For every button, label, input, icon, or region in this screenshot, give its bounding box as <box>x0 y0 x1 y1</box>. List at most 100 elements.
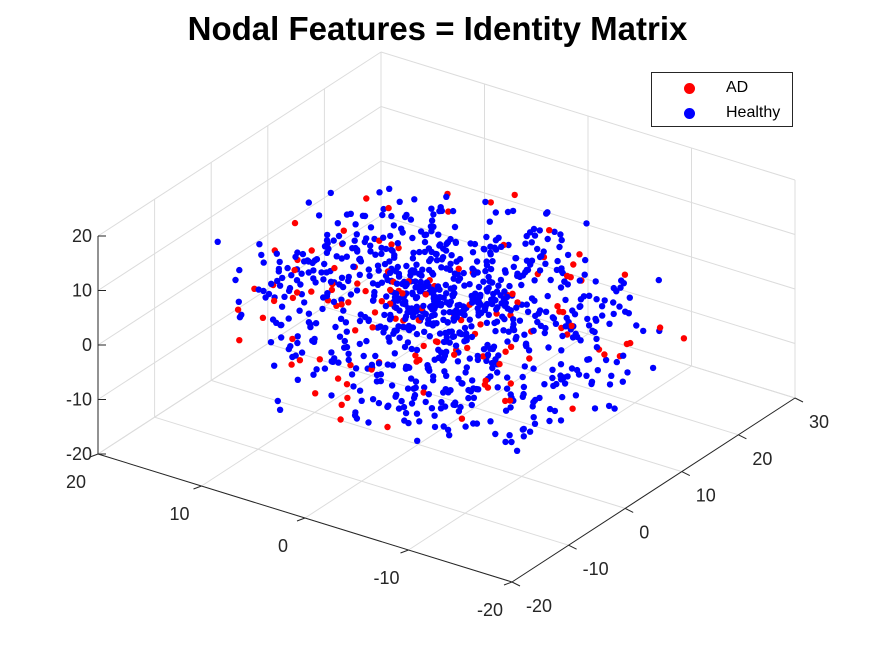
ad-point <box>420 389 427 396</box>
healthy-point <box>407 216 415 223</box>
healthy-point <box>581 271 588 278</box>
grid-line <box>380 51 796 181</box>
healthy-point <box>535 310 542 317</box>
healthy-point <box>296 307 303 314</box>
healthy-point <box>377 377 384 385</box>
healthy-point <box>462 369 469 376</box>
healthy-point <box>558 236 565 244</box>
healthy-point <box>523 301 530 308</box>
x-tick <box>296 517 306 522</box>
healthy-point <box>294 249 301 256</box>
healthy-point <box>474 305 481 312</box>
healthy-point <box>413 330 421 338</box>
healthy-point <box>421 328 428 335</box>
ad-point <box>601 351 608 358</box>
ad-point <box>556 308 563 315</box>
healthy-point <box>343 211 351 218</box>
healthy-point <box>276 406 284 413</box>
ad-point <box>621 271 629 278</box>
healthy-point <box>475 283 483 291</box>
legend-item-ad[interactable]: AD <box>652 77 792 99</box>
healthy-point <box>441 403 449 410</box>
ad-point <box>270 297 278 305</box>
ad-point <box>288 361 295 368</box>
ad-point <box>680 335 688 342</box>
healthy-point <box>267 339 275 346</box>
healthy-point <box>449 291 456 299</box>
healthy-point <box>416 288 424 295</box>
healthy-point <box>324 231 331 239</box>
healthy-point <box>338 255 345 262</box>
ad-point <box>514 299 521 306</box>
healthy-point <box>504 208 512 216</box>
healthy-point <box>510 326 518 334</box>
healthy-point <box>451 401 459 409</box>
ad-point <box>334 375 342 382</box>
grid-line <box>97 160 382 346</box>
healthy-point <box>483 262 491 269</box>
ad-point <box>378 298 385 305</box>
healthy-point <box>512 255 519 262</box>
legend-item-healthy[interactable]: Healthy <box>652 102 792 124</box>
healthy-point <box>487 345 494 352</box>
healthy-point <box>428 405 436 412</box>
healthy-point <box>274 397 281 405</box>
ad-point <box>420 342 427 350</box>
healthy-point <box>497 292 504 299</box>
ad-point <box>563 272 571 280</box>
healthy-point <box>450 333 458 340</box>
healthy-point <box>558 347 565 354</box>
healthy-point <box>502 438 509 446</box>
healthy-point <box>312 320 320 327</box>
healthy-point <box>328 349 335 356</box>
healthy-point <box>564 281 571 288</box>
ad-point <box>343 381 351 388</box>
healthy-point <box>500 327 507 334</box>
healthy-point <box>400 324 408 331</box>
healthy-point <box>321 365 329 372</box>
healthy-point <box>371 292 378 299</box>
healthy-point <box>343 253 350 260</box>
healthy-point <box>454 358 462 365</box>
healthy-point <box>510 321 517 328</box>
healthy-point <box>468 323 475 330</box>
healthy-point <box>363 337 370 345</box>
healthy-point <box>492 297 499 304</box>
healthy-point <box>518 281 525 289</box>
healthy-point <box>285 315 292 322</box>
healthy-point <box>265 290 273 298</box>
healthy-point <box>310 371 317 378</box>
healthy-point <box>505 241 512 249</box>
healthy-point <box>236 266 243 274</box>
healthy-point <box>447 387 454 394</box>
healthy-point <box>361 238 368 246</box>
ad-point <box>259 314 267 321</box>
healthy-point <box>236 314 244 321</box>
healthy-point <box>536 267 544 274</box>
ad-point <box>345 299 352 306</box>
healthy-point <box>408 267 416 274</box>
ad-point <box>363 195 370 202</box>
healthy-point <box>465 394 472 402</box>
legend[interactable]: AD Healthy <box>651 72 793 127</box>
healthy-point <box>443 240 450 248</box>
healthy-point <box>415 270 423 277</box>
healthy-point <box>508 438 515 446</box>
y-tick <box>681 471 691 477</box>
healthy-point <box>620 280 627 287</box>
healthy-point <box>490 290 497 298</box>
ad-point <box>236 337 243 344</box>
y-tick-label: -10 <box>583 559 609 579</box>
z-tick-label: -20 <box>66 444 92 464</box>
healthy-point <box>481 246 488 253</box>
ad-point <box>234 306 242 313</box>
healthy-point <box>417 228 425 235</box>
healthy-point <box>524 308 532 315</box>
ad-point <box>569 405 576 412</box>
ad-point <box>338 401 345 408</box>
ad-point <box>432 338 440 345</box>
healthy-point <box>471 240 479 248</box>
healthy-point <box>483 233 490 241</box>
healthy-point <box>492 246 500 253</box>
ad-point <box>338 301 345 308</box>
